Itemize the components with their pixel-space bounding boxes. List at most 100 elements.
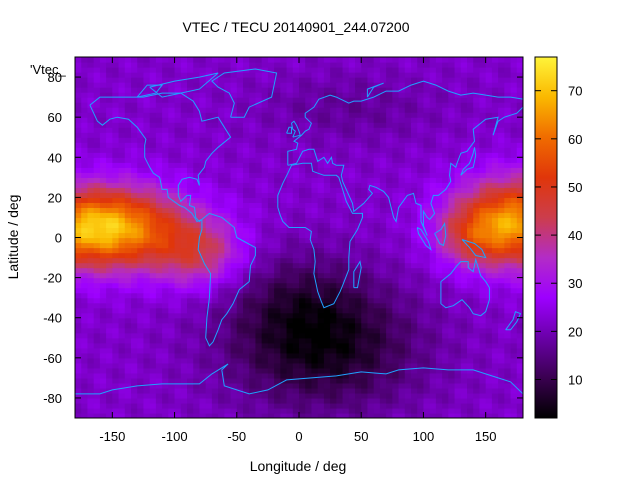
heatmap-cell — [429, 357, 437, 364]
heatmap-cell — [236, 257, 244, 264]
heatmap-cell — [199, 302, 207, 309]
heatmap-cell — [286, 402, 294, 409]
heatmap-cell — [398, 287, 406, 294]
heatmap-cell — [168, 347, 176, 354]
heatmap-cell — [93, 167, 101, 173]
heatmap-cell — [174, 92, 182, 98]
heatmap-cell — [311, 217, 319, 224]
heatmap-cell — [218, 252, 225, 259]
heatmap-cell — [516, 72, 523, 78]
heatmap-cell — [93, 372, 101, 379]
heatmap-cell — [510, 237, 518, 244]
heatmap-cell — [479, 77, 487, 83]
heatmap-cell — [342, 287, 350, 294]
heatmap-cell — [199, 202, 207, 209]
heatmap-cell — [435, 102, 443, 108]
heatmap-cell — [435, 332, 443, 339]
heatmap-cell — [137, 272, 145, 279]
heatmap-cell — [280, 252, 288, 259]
heatmap-cell — [87, 132, 95, 138]
heatmap-cell — [137, 222, 145, 229]
heatmap-cell — [355, 217, 362, 224]
heatmap-cell — [485, 87, 493, 93]
heatmap-cell — [448, 72, 456, 78]
heatmap-cell — [174, 77, 182, 83]
heatmap-cell — [112, 367, 120, 374]
heatmap-cell — [118, 377, 126, 384]
heatmap-cell — [93, 112, 101, 118]
heatmap-cell — [187, 67, 194, 73]
heatmap-cell — [404, 237, 412, 244]
heatmap-cell — [274, 117, 281, 123]
heatmap-cell — [473, 147, 481, 153]
heatmap-cell — [491, 167, 499, 173]
heatmap-cell — [429, 307, 437, 314]
heatmap-cell — [491, 132, 499, 138]
heatmap-cell — [205, 392, 213, 399]
heatmap-cell — [336, 312, 344, 319]
heatmap-cell — [379, 397, 387, 404]
heatmap-cell — [211, 282, 219, 289]
heatmap-cell — [305, 107, 313, 113]
heatmap-cell — [180, 177, 188, 183]
heatmap-cell — [118, 147, 126, 153]
heatmap-cell — [454, 77, 462, 83]
heatmap-cell — [429, 292, 437, 299]
heatmap-cell — [460, 257, 468, 264]
heatmap-cell — [386, 142, 393, 148]
heatmap-cell — [355, 212, 362, 219]
heatmap-cell — [473, 377, 481, 384]
heatmap-cell — [274, 317, 281, 324]
heatmap-cell — [454, 362, 462, 369]
heatmap-cell — [336, 127, 344, 133]
heatmap-cell — [448, 157, 456, 163]
heatmap-cell — [75, 167, 82, 173]
heatmap-cell — [187, 217, 194, 224]
heatmap-cell — [367, 92, 375, 98]
heatmap-cell — [361, 217, 369, 224]
heatmap-cell — [236, 97, 244, 103]
heatmap-cell — [93, 107, 101, 113]
heatmap-cell — [168, 257, 176, 264]
heatmap-cell — [81, 287, 89, 294]
heatmap-cell — [485, 162, 493, 168]
heatmap-cell — [454, 147, 462, 153]
heatmap-cell — [317, 177, 325, 183]
heatmap-cell — [336, 397, 344, 404]
heatmap-cell — [124, 162, 132, 168]
heatmap-cell — [485, 112, 493, 118]
heatmap-cell — [348, 367, 356, 374]
heatmap-cell — [155, 297, 163, 304]
heatmap-cell — [143, 267, 151, 274]
heatmap-cell — [199, 127, 207, 133]
heatmap-cell — [342, 387, 350, 394]
heatmap-cell — [485, 332, 493, 339]
heatmap-cell — [454, 142, 462, 148]
heatmap-cell — [305, 197, 313, 203]
heatmap-cell — [149, 367, 157, 374]
heatmap-cell — [224, 392, 232, 399]
heatmap-cell — [274, 237, 281, 244]
heatmap-cell — [379, 292, 387, 299]
heatmap-cell — [230, 152, 238, 158]
heatmap-cell — [299, 182, 306, 188]
heatmap-cell — [187, 157, 194, 163]
heatmap-cell — [398, 127, 406, 133]
heatmap-cell — [323, 207, 331, 214]
heatmap-cell — [467, 187, 474, 193]
heatmap-cell — [286, 137, 294, 143]
heatmap-cell — [131, 307, 138, 314]
heatmap-cell — [199, 222, 207, 229]
heatmap-cell — [261, 177, 269, 183]
heatmap-cell — [510, 402, 518, 409]
heatmap-cell — [361, 197, 369, 203]
heatmap-cell — [99, 302, 107, 309]
heatmap-cell — [261, 367, 269, 374]
heatmap-cell — [143, 292, 151, 299]
heatmap-cell — [460, 127, 468, 133]
heatmap-cell — [454, 257, 462, 264]
heatmap-cell — [274, 327, 281, 334]
heatmap-cell — [473, 407, 481, 414]
heatmap-cell — [299, 262, 306, 269]
heatmap-cell — [131, 312, 138, 319]
